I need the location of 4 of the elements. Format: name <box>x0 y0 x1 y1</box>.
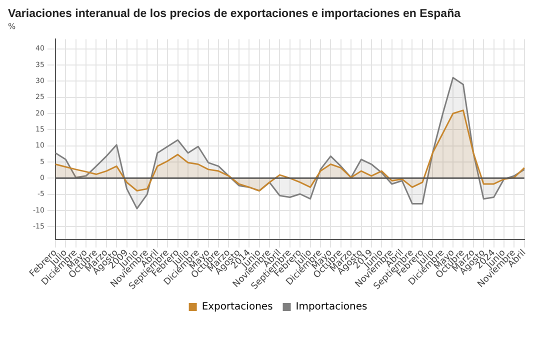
y-axis-title: % <box>8 22 17 32</box>
legend-label: Exportaciones <box>202 302 273 313</box>
chart-title: Variaciones interanual de los precios de exportaciones e importaciones en España <box>8 8 462 20</box>
legend-label: Importaciones <box>296 302 368 313</box>
